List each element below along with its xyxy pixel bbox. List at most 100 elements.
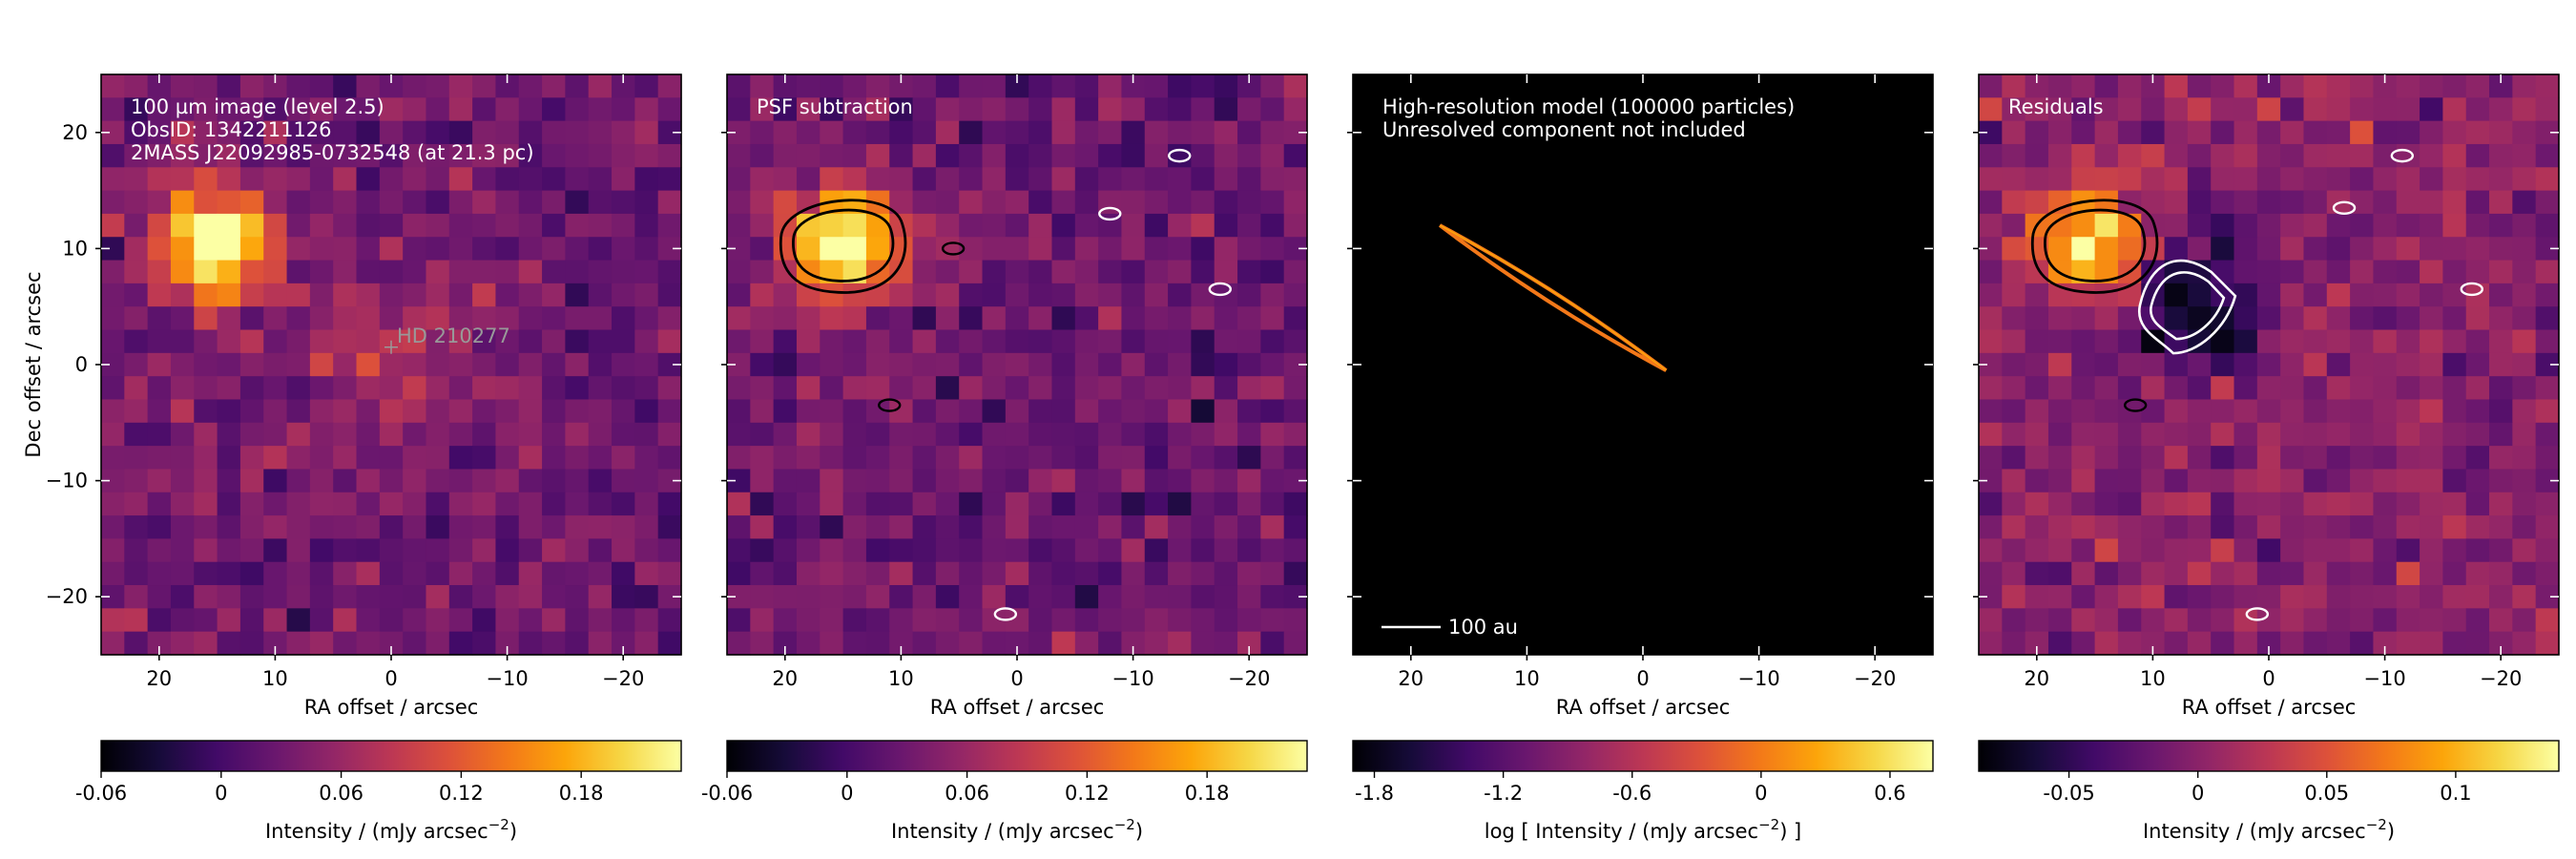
image-model (1353, 74, 1933, 655)
image-pixel (1979, 97, 2003, 122)
image-pixel (239, 283, 264, 307)
image-pixel (170, 422, 195, 447)
image-pixel (124, 422, 149, 447)
image-pixel (2512, 515, 2537, 539)
image-pixel (2071, 143, 2096, 168)
image-pixel (263, 260, 288, 284)
image-pixel (935, 74, 960, 98)
colorbar-tick-label: 0.18 (1185, 782, 1230, 805)
image-pixel (170, 306, 195, 331)
image-pixel (263, 446, 288, 471)
image-pixel (2187, 74, 2212, 98)
image-pixel (542, 446, 566, 471)
image-pixel (194, 376, 218, 401)
image-pixel (448, 352, 473, 377)
image-pixel (217, 190, 241, 215)
image-pixel (2442, 631, 2467, 656)
image-pixel (2373, 561, 2398, 586)
image-pixel (796, 422, 821, 447)
image-pixel (2326, 74, 2351, 98)
image-pixel (1260, 608, 1285, 633)
image-pixel (1074, 283, 1099, 307)
colorbar-tick-label: -0.06 (75, 782, 127, 805)
image-pixel (2117, 143, 2142, 168)
image-pixel (518, 143, 543, 168)
image-pixel (1168, 515, 1192, 539)
image-pixel (379, 585, 404, 609)
image-pixel (1144, 399, 1169, 424)
image-pixel (2350, 515, 2375, 539)
image-pixel (2326, 120, 2351, 145)
image-pixel (2211, 608, 2235, 633)
image-pixel (286, 260, 311, 284)
image-pixel (1237, 167, 1261, 192)
image-pixel (1168, 329, 1192, 354)
image-pixel (239, 97, 264, 122)
image-pixel (1214, 538, 1238, 563)
image-pixel (842, 446, 867, 471)
image-pixel (727, 608, 751, 633)
colorbar-tick-label: 0.12 (1065, 782, 1110, 805)
image-pixel (2233, 469, 2258, 493)
image-pixel (356, 120, 381, 145)
x-tick-label: −20 (602, 667, 644, 690)
image-pixel (1168, 237, 1192, 262)
image-pixel (1191, 515, 1215, 539)
image-pixel (403, 74, 427, 98)
colorbar-tick-label: 0.6 (1874, 782, 1905, 805)
image-pixel (379, 213, 404, 238)
image-pixel (634, 422, 659, 447)
image-pixel (2280, 352, 2305, 377)
image-pixel (2233, 561, 2258, 586)
image-pixel (2094, 608, 2119, 633)
image-pixel (982, 237, 1007, 262)
image-pixel (2535, 422, 2560, 447)
image-pixel (309, 446, 334, 471)
contour-positive (779, 199, 907, 294)
image-pixel (2350, 97, 2375, 122)
image-pixel (403, 352, 427, 377)
image-pixel (2326, 97, 2351, 122)
image-pixel (1051, 585, 1076, 609)
image-pixel (912, 608, 937, 633)
colorbar-label: Intensity / (mJy arcsec−2) (2143, 816, 2395, 843)
image-pixel (2141, 469, 2166, 493)
image-pixel (2256, 329, 2281, 354)
image-pixel (1121, 352, 1146, 377)
image-pixel (1283, 492, 1308, 516)
image-pixel (2094, 585, 2119, 609)
image-pixel (1144, 283, 1169, 307)
image-pixel (1098, 492, 1123, 516)
image-pixel (356, 561, 381, 586)
image-pixel (1191, 74, 1215, 98)
image-pixel (657, 213, 682, 238)
image-pixel (448, 422, 473, 447)
image-pixel (1074, 237, 1099, 262)
image-pixel (2350, 143, 2375, 168)
image-pixel (912, 167, 937, 192)
image-pixel (612, 260, 635, 284)
image-pixel (612, 422, 635, 447)
image-pixel (426, 422, 450, 447)
colorbar-tick-label: 0.05 (2304, 782, 2349, 805)
x-tick-label: 0 (2262, 667, 2275, 690)
image-pixel (588, 352, 613, 377)
image-pixel (1051, 352, 1076, 377)
image-pixel (2396, 538, 2420, 563)
image-pixel (263, 399, 288, 424)
image-pixel (2420, 515, 2443, 539)
image-pixel (2535, 561, 2560, 586)
image-pixel (565, 376, 590, 401)
image-pixel (1191, 585, 1215, 609)
image-pixel (959, 631, 984, 656)
image-pixel (657, 561, 682, 586)
image-pixel (2211, 167, 2235, 192)
image-pixel (2489, 143, 2513, 168)
image-pixel (239, 538, 264, 563)
image-psf_subtraction (727, 74, 1308, 656)
image-pixel (495, 469, 520, 493)
image-pixel (565, 469, 590, 493)
image-pixel (796, 515, 821, 539)
image-pixel (750, 376, 775, 401)
image-pixel (820, 143, 844, 168)
